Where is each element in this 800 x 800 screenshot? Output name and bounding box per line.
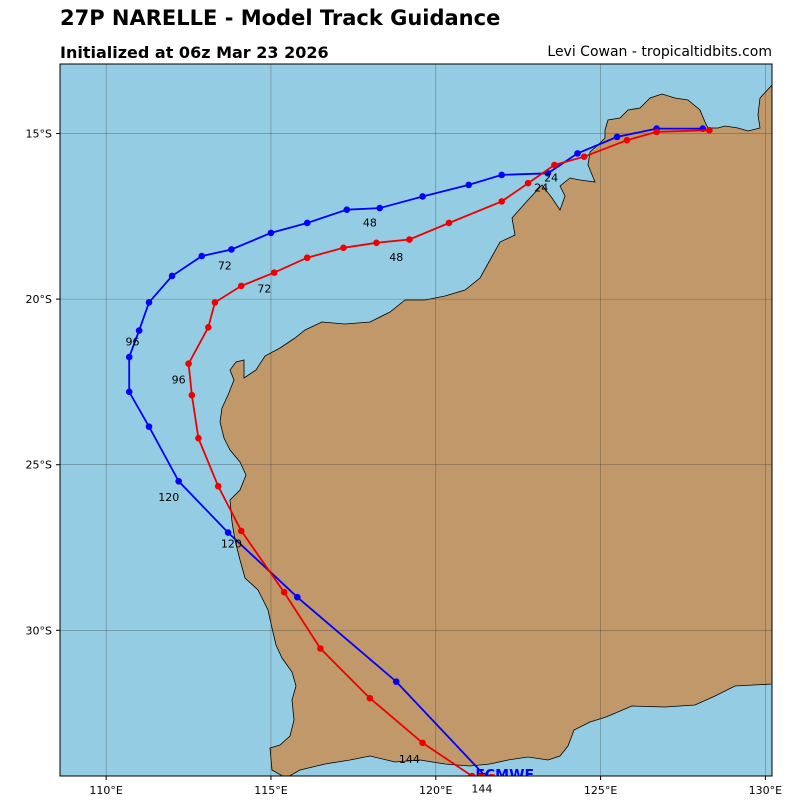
ecmwf-track-point	[419, 193, 426, 200]
gfs-hour-label: 24	[534, 181, 548, 194]
gfs-track-point	[373, 239, 380, 247]
map-frame	[59, 63, 773, 777]
y-tick-label: 15°S	[26, 128, 52, 141]
gfs-track-point	[237, 282, 245, 290]
y-tick-label: 20°S	[26, 293, 52, 306]
ecmwf-hour-label: 120	[158, 491, 179, 504]
ecmwf-track-point	[145, 299, 153, 306]
gfs-track-point	[270, 269, 278, 276]
gfs-track-point	[551, 161, 558, 169]
gfs-track-point	[317, 645, 324, 652]
gfs-track-point	[185, 360, 192, 368]
gfs-hour-label: 120	[221, 537, 242, 550]
init-time-subtitle: Initialized at 06z Mar 23 2026	[60, 43, 329, 62]
gfs-hour-label: 72	[257, 283, 271, 296]
ecmwf-track-point	[267, 229, 275, 237]
gfs-track-line	[187, 129, 710, 776]
ecmwf-model-label: ECMWF	[475, 767, 534, 783]
y-tick-label: 30°S	[26, 624, 52, 637]
ecmwf-track-point	[145, 423, 153, 430]
gfs-track-point	[214, 482, 222, 490]
ecmwf-track-point	[125, 388, 133, 396]
ecmwf-track-point	[465, 181, 473, 189]
ecmwf-track-point	[574, 150, 581, 157]
ecmwf-track-point	[175, 477, 182, 485]
x-tick-label: 115°E	[254, 784, 287, 797]
ecmwf-track-point	[228, 246, 235, 253]
gfs-track-point	[706, 126, 713, 134]
ecmwf-track-point	[498, 171, 506, 179]
x-tick-label: 130°E	[749, 784, 782, 797]
ecmwf-track-point	[613, 133, 621, 141]
ecmwf-hour-label: 48	[363, 216, 377, 229]
ecmwf-hour-label: 24	[544, 172, 558, 185]
ecmwf-track-point	[376, 204, 384, 212]
gfs-hour-label: 144	[399, 753, 420, 766]
gfs-hour-label: 48	[389, 251, 403, 264]
gfs-track-point	[406, 236, 413, 243]
ecmwf-track-point	[343, 206, 351, 214]
gfs-track-point	[340, 244, 347, 252]
gfs-track-point	[445, 219, 453, 227]
gfs-track-point	[419, 739, 426, 747]
ecmwf-track-point	[294, 593, 301, 601]
ecmwf-track-point	[392, 678, 400, 685]
ecmwf-track-point	[224, 529, 232, 536]
gfs-track-point	[237, 527, 245, 535]
gfs-track-point	[468, 772, 476, 776]
gfs-track-point	[211, 299, 219, 306]
ecmwf-hour-label: 144	[471, 783, 492, 796]
gfs-track-point	[623, 136, 631, 144]
y-tick-label: 25°S	[26, 459, 52, 472]
gfs-track-point	[498, 198, 506, 205]
ecmwf-track-point	[303, 219, 311, 227]
gfs-hour-label: 96	[172, 374, 186, 387]
ecmwf-track-point	[198, 252, 206, 260]
ecmwf-hour-label: 72	[218, 259, 232, 272]
gfs-track-point	[580, 153, 588, 161]
gfs-track-point	[524, 179, 532, 187]
ecmwf-hour-label: 96	[126, 335, 140, 348]
gfs-track-point	[188, 391, 196, 399]
ecmwf-track-point	[125, 353, 133, 361]
ecmwf-track-point	[135, 327, 143, 334]
gfs-track-point	[280, 588, 288, 596]
gfs-track-point	[205, 323, 212, 331]
chart-title: 27P NARELLE - Model Track Guidance	[60, 6, 501, 30]
gfs-track-point	[653, 128, 660, 136]
credit-text: Levi Cowan - tropicaltidbits.com	[547, 44, 772, 60]
gfs-track-point	[303, 254, 311, 262]
ecmwf-track-point	[168, 272, 176, 280]
x-tick-label: 120°E	[419, 784, 452, 797]
gfs-model-label: GFS	[465, 772, 496, 788]
x-tick-label: 110°E	[89, 784, 122, 797]
ecmwf-track-point	[481, 772, 489, 776]
x-tick-label: 125°E	[584, 784, 617, 797]
gfs-track-point	[366, 694, 374, 702]
australia-landmass	[219, 84, 772, 776]
gfs-track-point	[195, 434, 202, 442]
